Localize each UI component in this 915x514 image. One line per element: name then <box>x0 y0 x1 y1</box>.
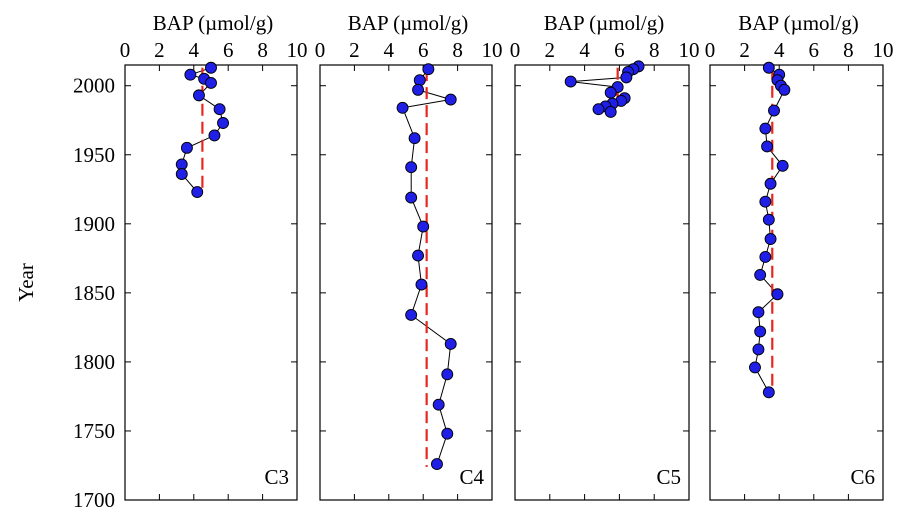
y-tick-label: 1900 <box>73 212 115 236</box>
data-point <box>749 361 761 374</box>
chart-title: BAP (µmol/g) <box>348 11 468 35</box>
data-point <box>413 74 426 87</box>
data-point <box>193 89 205 102</box>
y-tick-label: 2000 <box>73 74 115 98</box>
data-point <box>761 140 774 153</box>
data-point <box>205 77 217 89</box>
data-point <box>180 141 193 154</box>
x-tick-label: 10 <box>873 38 894 62</box>
panel-label: C3 <box>264 465 289 489</box>
data-point <box>778 83 791 96</box>
data-point <box>175 168 188 181</box>
chart-title: BAP (µmol/g) <box>738 11 858 35</box>
x-tick-label: 4 <box>774 38 785 62</box>
x-tick-label: 8 <box>843 38 854 62</box>
data-point <box>184 68 197 81</box>
data-point <box>752 306 765 319</box>
data-point <box>564 75 577 88</box>
panel-c3: BAP (µmol/g) 0 2 4 6 8 10 1700 1750 1800 1850 1900 1… <box>14 11 308 512</box>
data-point <box>417 220 430 233</box>
data-point <box>441 368 454 381</box>
y-tick-label: 1800 <box>73 350 115 374</box>
data-point <box>405 309 418 321</box>
data-point <box>205 61 217 74</box>
data-point <box>422 63 435 76</box>
data-point <box>396 101 409 114</box>
data-point <box>191 186 204 198</box>
x-tick-label: 8 <box>452 38 463 62</box>
data-point <box>431 458 443 471</box>
data-point <box>444 338 457 350</box>
x-tick-label: 0 <box>120 38 131 62</box>
data-point <box>441 427 454 440</box>
data-point <box>415 278 428 291</box>
data-point <box>762 61 775 74</box>
y-tick-label: 1750 <box>73 419 115 443</box>
data-point <box>208 129 221 142</box>
panel-c5: BAP (µmol/g) 0 2 4 6 8 10 C5 <box>510 11 700 501</box>
x-tick-label: 6 <box>809 38 820 62</box>
data-point <box>405 191 418 204</box>
data-point <box>754 325 767 338</box>
data-point <box>604 106 617 118</box>
x-tick-label: 8 <box>257 38 268 62</box>
x-tick-label: 4 <box>384 38 395 62</box>
x-tick-label: 2 <box>154 38 165 62</box>
panel-c6: BAP (µmol/g) 0 2 4 6 8 10 C6 <box>705 11 894 501</box>
x-tick-label: 10 <box>482 38 503 62</box>
x-tick-label: 2 <box>349 38 360 62</box>
data-point <box>754 268 767 281</box>
data-point <box>405 161 418 174</box>
chart-title: BAP (µmol/g) <box>544 11 664 35</box>
x-tick-label: 10 <box>287 38 308 62</box>
x-tick-label: 4 <box>579 38 590 62</box>
plot-frame <box>124 64 298 501</box>
data-point <box>217 117 229 129</box>
data-point <box>762 213 775 226</box>
data-point <box>592 103 605 116</box>
x-tick-label: 2 <box>545 38 556 62</box>
x-tick-label: 4 <box>189 38 200 62</box>
data-point <box>412 249 424 262</box>
x-tick-label: 0 <box>315 38 326 62</box>
data-point <box>213 103 226 116</box>
panel-label: C4 <box>459 465 484 489</box>
x-tick-label: 10 <box>679 38 700 62</box>
x-tick-label: 2 <box>739 38 750 62</box>
data-point <box>764 177 777 190</box>
data-point <box>759 195 772 208</box>
data-point <box>604 86 617 99</box>
y-tick-label: 1850 <box>73 281 115 305</box>
plot-frame <box>319 64 493 501</box>
x-tick-label: 8 <box>649 38 660 62</box>
panel-label: C6 <box>850 465 875 489</box>
data-point <box>444 93 457 106</box>
x-tick-label: 6 <box>614 38 625 62</box>
plot-frame <box>709 64 884 501</box>
data-point <box>412 83 424 96</box>
x-tick-label: 6 <box>418 38 429 62</box>
chart-title: BAP (µmol/g) <box>153 11 273 35</box>
y-tick-label: 1700 <box>73 488 115 512</box>
x-tick-label: 6 <box>223 38 234 62</box>
plot-frame <box>514 64 690 501</box>
data-point <box>759 251 772 263</box>
x-tick-label: 0 <box>705 38 716 62</box>
x-tick-label: 0 <box>510 38 521 62</box>
y-axis-label: Year <box>14 263 38 302</box>
data-point <box>408 132 421 145</box>
data-point <box>776 159 789 172</box>
data-point <box>432 398 445 411</box>
data-point <box>762 386 775 399</box>
data-point <box>620 71 633 84</box>
data-point <box>759 122 772 135</box>
data-point <box>764 233 777 245</box>
data-point <box>752 343 765 356</box>
panel-label: C5 <box>656 465 681 489</box>
data-point <box>768 104 780 117</box>
y-tick-label: 1950 <box>73 143 115 167</box>
panel-c4: BAP (µmol/g) 0 2 4 6 8 10 C4 <box>315 11 503 501</box>
data-point <box>771 288 784 301</box>
